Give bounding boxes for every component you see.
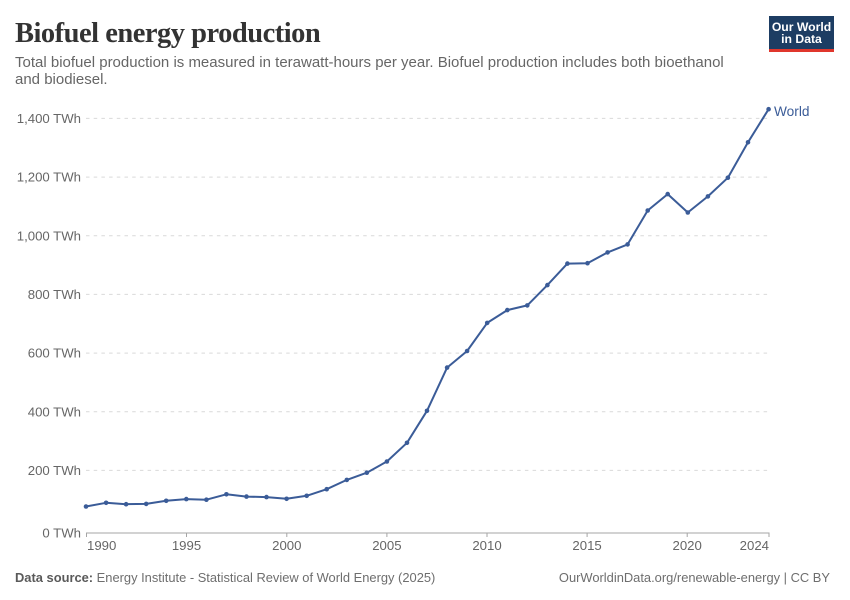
svg-text:2010: 2010 <box>472 538 501 553</box>
svg-text:400 TWh: 400 TWh <box>28 404 81 419</box>
svg-text:1,400 TWh: 1,400 TWh <box>17 111 81 126</box>
svg-text:2024: 2024 <box>740 538 769 553</box>
svg-text:200 TWh: 200 TWh <box>28 463 81 478</box>
svg-text:1990: 1990 <box>87 538 116 553</box>
svg-text:1,200 TWh: 1,200 TWh <box>17 170 81 185</box>
svg-text:1995: 1995 <box>172 538 201 553</box>
svg-text:2020: 2020 <box>673 538 702 553</box>
svg-text:1,000 TWh: 1,000 TWh <box>17 228 81 243</box>
svg-text:0 TWh: 0 TWh <box>42 526 81 541</box>
svg-text:World: World <box>774 104 810 119</box>
svg-text:600 TWh: 600 TWh <box>28 346 81 361</box>
svg-text:2005: 2005 <box>372 538 401 553</box>
svg-text:2000: 2000 <box>272 538 301 553</box>
svg-text:2015: 2015 <box>572 538 601 553</box>
svg-text:800 TWh: 800 TWh <box>28 287 81 302</box>
